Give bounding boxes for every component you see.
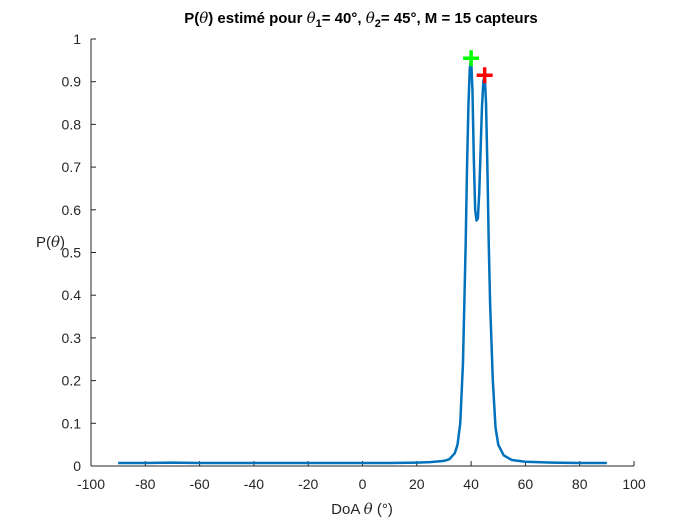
x-tick-label: -100 xyxy=(77,476,105,492)
y-tick-label: 0.7 xyxy=(62,159,82,175)
title-part-3: = 40°, xyxy=(322,10,366,27)
x-tick-label: 0 xyxy=(359,476,367,492)
y-axis-label-suffix: ) xyxy=(60,234,65,251)
y-tick-label: 0 xyxy=(73,458,81,474)
y-tick-label: 0.3 xyxy=(62,330,82,346)
title-part-2: ) estimé pour xyxy=(208,10,306,27)
y-axis-label-theta: θ xyxy=(51,233,60,251)
title-sub-2: 2 xyxy=(375,18,381,30)
x-tick-label: 100 xyxy=(622,476,646,492)
y-tick-label: 0.4 xyxy=(62,287,82,303)
peak-marker xyxy=(476,67,493,84)
title-part-1: P( xyxy=(184,10,199,27)
x-ticks: -100 -80 -60 -40 -20 0 20 40 60 80 100 xyxy=(77,461,646,492)
y-tick-label: 0.5 xyxy=(62,245,82,261)
x-tick-label: -60 xyxy=(189,476,209,492)
y-tick-label: 0.1 xyxy=(62,415,82,431)
y-tick-label: 0.2 xyxy=(62,373,82,389)
x-axis-label-unit: (°) xyxy=(373,501,393,518)
x-tick-label: -20 xyxy=(298,476,318,492)
marker-layer xyxy=(463,50,493,84)
x-axis-label: DoA θ (°) xyxy=(331,500,393,518)
x-tick-label: -80 xyxy=(135,476,155,492)
title-theta: θ xyxy=(199,9,208,27)
series-layer xyxy=(118,56,607,465)
x-tick-label: -40 xyxy=(244,476,264,492)
y-tick-label: 1 xyxy=(73,31,81,47)
title-part-4: = 45°, M = 15 capteurs xyxy=(381,10,538,27)
y-tick-label: 0.6 xyxy=(62,202,82,218)
title-theta-1: θ xyxy=(307,9,316,27)
x-tick-label: 40 xyxy=(463,476,479,492)
title-theta-2: θ xyxy=(366,9,375,27)
x-tick-label: 60 xyxy=(518,476,534,492)
y-axis-label: P(θ) xyxy=(36,233,65,251)
y-tick-label: 0.9 xyxy=(62,74,82,90)
plot-area: -100 -80 -60 -40 -20 0 20 40 60 80 100 00.10.20.30… xyxy=(62,31,646,492)
x-axis-label-theta: θ xyxy=(364,500,373,518)
peak-marker xyxy=(463,50,480,67)
x-tick-label: 80 xyxy=(572,476,588,492)
chart-title: P(θ) estimé pour θ1= 40°, θ2= 45°, M = 1… xyxy=(184,9,538,30)
y-tick-label: 0.8 xyxy=(62,116,82,132)
x-axis-label-text: DoA xyxy=(331,501,364,518)
y-ticks: 0 0.1 0.2 0.3 0.4 0.5 0.6 0.7 0.8 0.9 1 xyxy=(62,31,96,474)
title-sub-1: 1 xyxy=(316,18,322,30)
series-line xyxy=(118,56,607,465)
y-axis-label-prefix: P( xyxy=(36,234,51,251)
x-tick-label: 20 xyxy=(409,476,425,492)
